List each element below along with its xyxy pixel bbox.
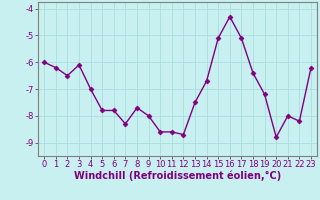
X-axis label: Windchill (Refroidissement éolien,°C): Windchill (Refroidissement éolien,°C) bbox=[74, 171, 281, 181]
